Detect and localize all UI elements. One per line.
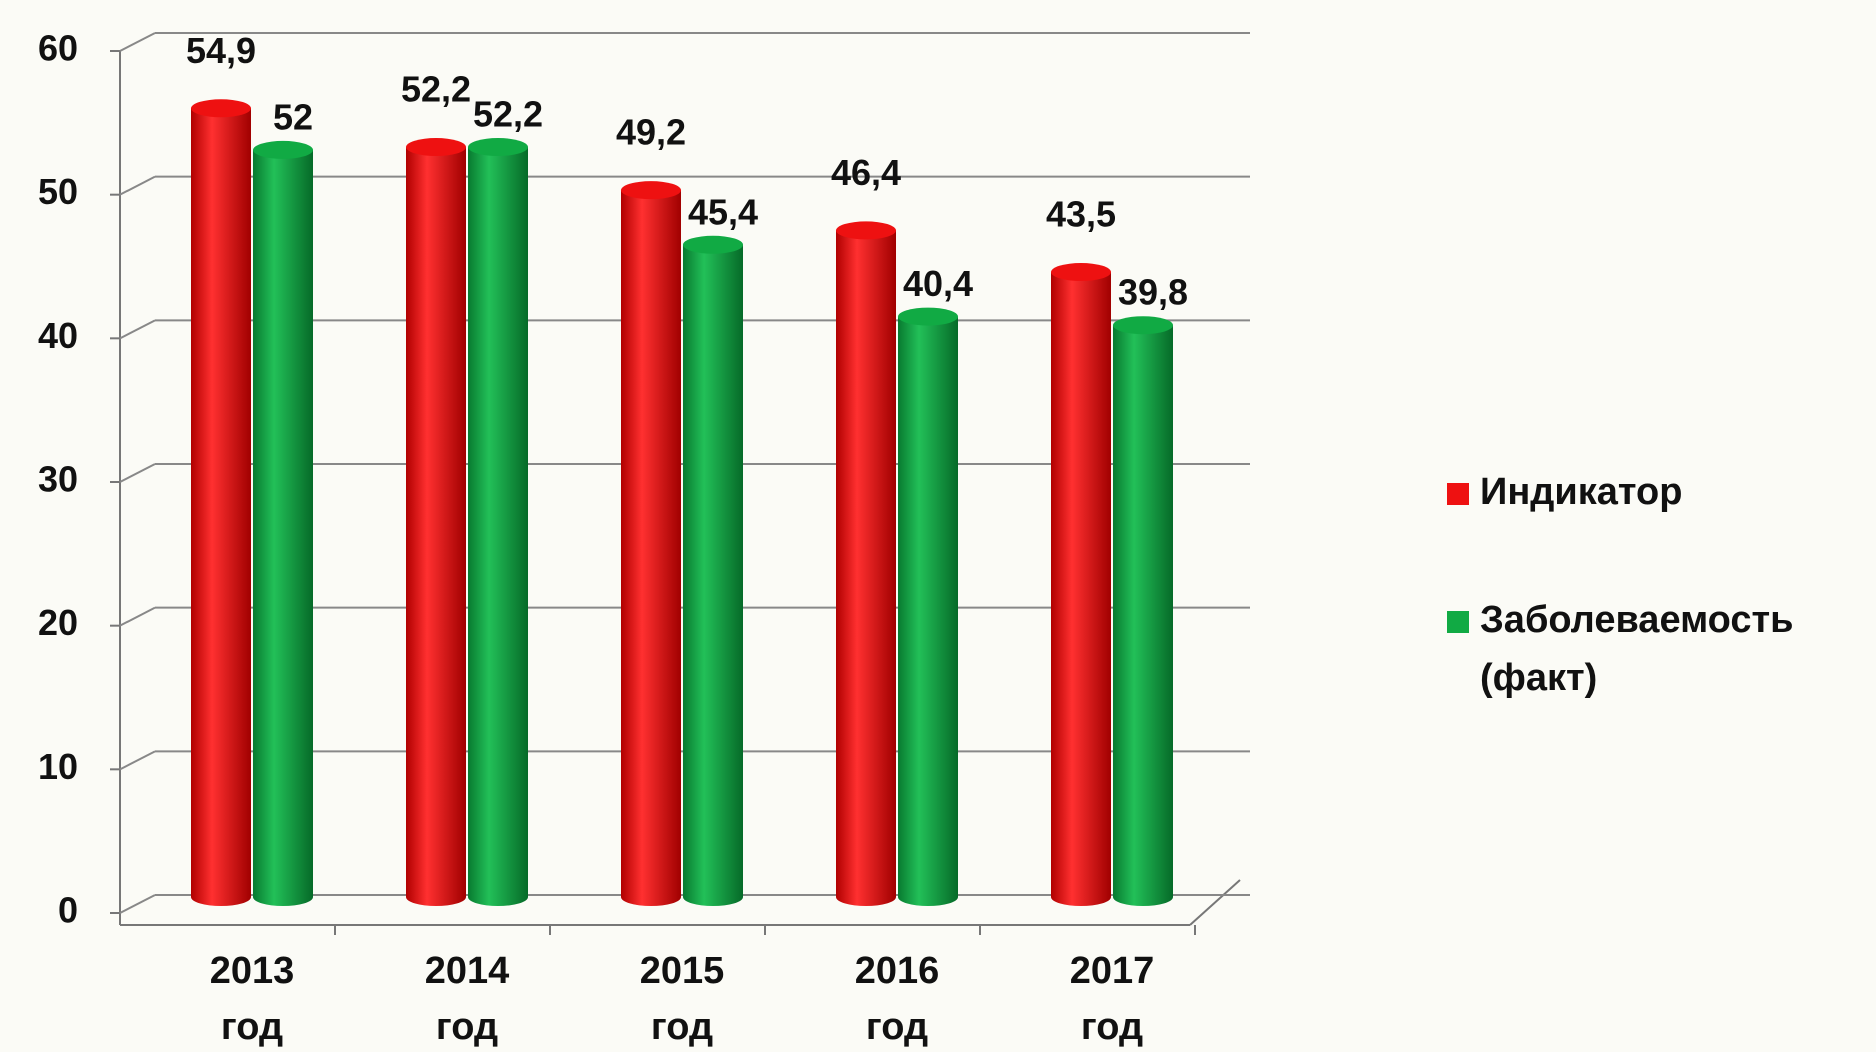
y-tick-label: 50	[38, 171, 78, 212]
grid-line-side	[119, 463, 156, 483]
grid-line-side	[119, 319, 156, 340]
bar	[191, 108, 251, 897]
y-tick-label: 0	[58, 890, 78, 931]
bar-cap	[621, 181, 681, 200]
value-label: 52	[273, 96, 313, 137]
value-label: 46,4	[831, 152, 901, 193]
y-tick-label: 10	[38, 746, 78, 787]
bar	[253, 149, 313, 897]
grid-line-side	[119, 894, 156, 914]
axes	[119, 51, 1241, 926]
y-tick-label: 40	[38, 315, 78, 356]
bar-cap	[1051, 263, 1111, 282]
grid-line-side	[119, 32, 156, 52]
x-tick-label: 2016 год	[855, 950, 940, 1048]
bar	[836, 230, 896, 898]
legend-swatch	[1447, 483, 1469, 505]
x-tick-label: 2014 год	[425, 950, 510, 1048]
value-label: 54,9	[186, 30, 256, 71]
bar-cap	[468, 138, 528, 157]
bar-cap	[836, 221, 896, 240]
bar-cap	[898, 307, 958, 326]
value-label: 52,2	[401, 69, 471, 110]
legend-label: Заболеваемость (факт)	[1480, 599, 1794, 699]
bar-cap	[683, 235, 743, 254]
y-tick-label: 60	[38, 28, 78, 69]
legend-label: Индикатор	[1480, 471, 1682, 513]
bar-cap	[406, 138, 466, 157]
value-label: 49,2	[616, 112, 686, 153]
y-tick-label: 30	[38, 459, 78, 500]
bar	[621, 190, 681, 897]
value-label: 39,8	[1118, 272, 1188, 313]
bar	[1113, 325, 1173, 897]
bar-cap	[253, 140, 313, 159]
bar	[468, 147, 528, 897]
bar	[406, 147, 466, 897]
y-tick-label: 20	[38, 602, 78, 643]
x-tick-label: 2015 год	[640, 950, 725, 1048]
x-tick-label: 2013 год	[210, 950, 295, 1048]
bar	[683, 244, 743, 898]
value-label: 45,4	[688, 191, 758, 232]
bar-cap	[191, 99, 251, 118]
bar-cap	[1113, 316, 1173, 335]
floor-edge	[1189, 879, 1241, 926]
grid-line-side	[119, 606, 156, 627]
bar	[1051, 272, 1111, 897]
value-label: 43,5	[1046, 194, 1116, 235]
legend-swatch	[1447, 611, 1469, 633]
x-tick-label: 2017 год	[1070, 950, 1155, 1048]
grid-line-side	[119, 750, 156, 771]
value-label: 52,2	[473, 94, 543, 135]
value-label: 40,4	[903, 263, 973, 304]
grid-line-side	[119, 175, 156, 196]
bar	[898, 316, 958, 897]
